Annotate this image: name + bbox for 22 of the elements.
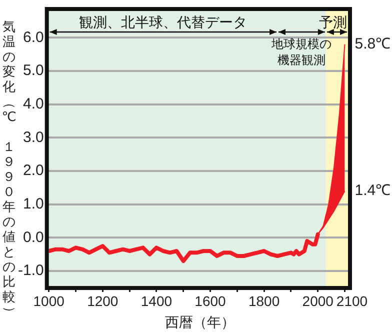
y-tick-label: 0.0 (22, 228, 44, 246)
y-tick-label: 6.0 (22, 28, 44, 46)
text: 気温の変化（℃ １９９０年の値との比較） (2, 20, 16, 319)
y-tick-label: 5.0 (22, 62, 44, 80)
x-tick-label: 1400 (140, 292, 172, 309)
annotation: 1.4℃ (354, 182, 391, 200)
x-tick-label: 1000 (33, 292, 65, 309)
x-axis-title: 西暦（年） (164, 314, 236, 332)
y-tick-label: 2.0 (22, 162, 44, 180)
band-label: 観測、北半球、代替データ (79, 15, 248, 31)
x-tick-label: 2100 (336, 292, 368, 309)
x-tick-label: 1600 (194, 292, 226, 309)
band-label: 地球規模の機器観測 (270, 37, 332, 67)
x-tick-label: 1200 (87, 292, 118, 309)
y-tick-label: 1.0 (22, 195, 44, 212)
x-tick-label: 1800 (248, 292, 280, 309)
y-tick-label: 4.0 (22, 95, 44, 112)
y-tick-label: 3.0 (22, 128, 44, 146)
annotation: 5.8℃ (354, 35, 391, 52)
band-label: 予測 (319, 15, 347, 31)
y-tick-label: -1.0 (18, 262, 44, 280)
x-tick-label: 2000 (302, 292, 334, 309)
